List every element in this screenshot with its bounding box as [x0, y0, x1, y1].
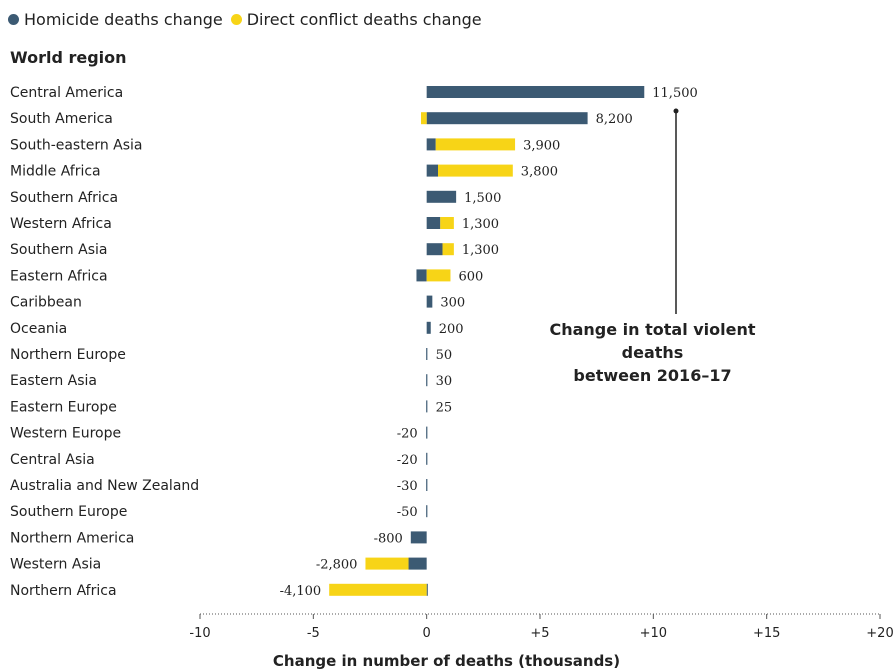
x-tick-label: 0	[423, 626, 431, 641]
category-label: Middle Africa	[10, 164, 101, 180]
x-tick-label: -10	[189, 626, 210, 641]
x-tick-label: +10	[640, 626, 667, 641]
homicide-bar	[426, 190, 457, 203]
category-label: Eastern Africa	[10, 268, 108, 284]
category-label: Southern Europe	[10, 504, 127, 520]
total-value-label: 300	[440, 296, 465, 311]
category-label: Northern Africa	[10, 583, 117, 599]
x-tick-label: +15	[753, 626, 780, 641]
homicide-bar	[426, 243, 443, 256]
homicide-bar	[426, 505, 428, 518]
category-label: Eastern Europe	[10, 399, 117, 415]
conflict-bar	[435, 138, 516, 151]
total-value-label: -4,100	[280, 584, 322, 599]
total-value-label: -50	[397, 505, 418, 520]
homicide-bar	[426, 479, 428, 491]
conflict-bar	[438, 164, 513, 177]
total-value-label: 30	[436, 374, 453, 389]
category-label: Central America	[10, 85, 123, 101]
total-value-label: 200	[439, 322, 464, 337]
category-label: South-eastern Asia	[10, 137, 143, 153]
category-label: Caribbean	[10, 295, 82, 311]
annotation-pointer-dot	[673, 108, 679, 114]
conflict-bar	[426, 269, 451, 282]
homicide-legend-dot-icon	[8, 14, 19, 25]
homicide-bar	[426, 426, 428, 439]
total-value-label: -30	[397, 479, 418, 494]
region-axis-title: World region	[10, 48, 127, 67]
homicide-bar	[426, 164, 438, 177]
conflict-bar	[421, 112, 427, 125]
total-value-label: 3,800	[521, 165, 558, 180]
homicide-bar	[426, 583, 428, 596]
category-label: Southern Africa	[10, 190, 118, 206]
homicide-bar	[416, 269, 427, 282]
annotation-line-1: Change in total violent deaths	[549, 320, 756, 362]
category-label: Central Asia	[10, 452, 95, 468]
homicide-bar	[426, 217, 441, 229]
x-tick-label: -5	[307, 626, 320, 641]
x-axis-label: Change in number of deaths (thousands)	[272, 652, 621, 670]
total-value-label: 600	[458, 269, 483, 284]
total-value-label: -2,800	[316, 558, 358, 573]
category-label: Western Europe	[10, 426, 121, 442]
total-value-label: -800	[374, 531, 403, 546]
total-value-label: 1,300	[462, 243, 499, 258]
total-value-label: -20	[397, 427, 418, 442]
conflict-bar	[440, 217, 454, 229]
x-tick-label: +5	[530, 626, 549, 641]
conflict-bar	[442, 243, 454, 256]
total-value-label: 8,200	[596, 112, 633, 127]
category-label: Northern America	[10, 530, 134, 546]
total-change-annotation: Change in total violent deaths between 2…	[520, 318, 785, 387]
legend-label-homicide: Homicide deaths change	[24, 10, 223, 29]
total-value-label: 25	[436, 400, 453, 415]
conflict-bar	[365, 557, 409, 570]
total-value-label: 1,500	[464, 191, 501, 206]
homicide-bar	[426, 374, 428, 387]
total-value-label: -20	[397, 453, 418, 468]
category-label: Oceania	[10, 321, 67, 337]
category-label: South America	[10, 111, 113, 127]
category-label: Southern Asia	[10, 242, 107, 258]
category-label: Western Asia	[10, 557, 101, 573]
category-label: Western Africa	[10, 216, 112, 232]
homicide-bar	[426, 400, 428, 413]
x-tick-label: +20	[866, 626, 893, 641]
total-value-label: 3,900	[523, 138, 560, 153]
homicide-bar	[426, 86, 645, 98]
total-value-label: 1,300	[462, 217, 499, 232]
total-value-label: 11,500	[652, 86, 698, 101]
conflict-bar	[329, 583, 427, 596]
category-label: Eastern Asia	[10, 373, 97, 389]
legend-label-conflict: Direct conflict deaths change	[246, 10, 482, 29]
legend-item-homicide: Homicide deaths change	[8, 10, 223, 29]
homicide-bar	[426, 321, 431, 334]
homicide-bar	[426, 452, 428, 465]
legend-item-conflict: Direct conflict deaths change	[230, 10, 482, 29]
homicide-bar	[426, 295, 433, 308]
homicide-bar	[426, 138, 436, 151]
total-value-label: 50	[436, 348, 453, 363]
category-label: Australia and New Zealand	[10, 478, 199, 494]
homicide-bar	[426, 348, 428, 360]
category-label: Northern Europe	[10, 347, 126, 363]
homicide-bar	[426, 112, 588, 125]
legend: Homicide deaths change Direct conflict d…	[8, 10, 490, 29]
annotation-line-2: between 2016–17	[573, 366, 732, 385]
homicide-bar	[408, 557, 427, 570]
conflict-legend-dot-icon	[230, 14, 242, 25]
homicide-bar	[410, 531, 427, 544]
